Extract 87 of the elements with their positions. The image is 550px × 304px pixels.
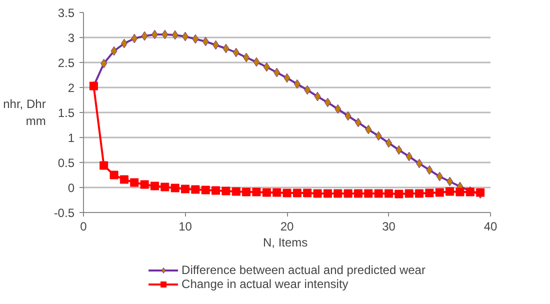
point [212,186,220,195]
point [334,189,342,198]
point [191,185,200,194]
point [415,189,424,198]
point [396,145,402,155]
legend-label: Change in actual wear intensity [182,277,348,291]
point [192,34,199,44]
x-tick-label: 40 [484,220,498,234]
point [110,170,118,180]
point [406,152,412,162]
point [170,184,180,192]
point [222,44,230,54]
point [435,188,444,197]
point [100,58,108,68]
point [181,184,190,194]
point [151,30,158,40]
x-axis-title: N, Items [262,236,308,250]
point [232,48,240,58]
legend-label: Difference between actual and predicted wear [182,263,426,277]
y-tick-label: 3 [68,31,75,45]
point [292,188,302,198]
point [446,176,454,186]
point [160,182,170,192]
point [303,188,312,198]
y-tick-label: 0.5 [58,156,75,170]
point [242,188,251,196]
point [162,30,168,40]
point [120,38,128,48]
point [344,111,352,121]
point [375,131,382,141]
y-tick-label: -0.5 [54,206,75,220]
point [110,46,118,56]
y-tick-label: 2 [68,81,75,95]
point [334,104,342,114]
point [232,187,240,196]
y-axis-title: nhr, Dhr mm [3,97,46,128]
y-tick-label: 3.5 [58,6,75,20]
point [172,30,178,40]
point [202,36,209,46]
y-tick-label: 1 [68,131,75,145]
point [141,31,148,41]
point [262,188,271,197]
point [282,188,292,198]
x-tick-label: 10 [178,220,192,234]
point [252,188,261,196]
point [384,189,393,198]
x-tick-label: 20 [280,220,294,234]
point [446,187,454,196]
point [313,189,322,198]
y-tick-label: 2.5 [58,56,75,70]
point [416,158,423,168]
point [284,73,290,83]
point [272,188,282,197]
point [394,190,404,198]
point [374,189,383,198]
point [323,189,332,198]
point [456,188,464,196]
x-tick-label: 0 [80,220,88,234]
point [120,175,128,184]
point [436,172,443,182]
point [354,118,362,128]
point [426,165,433,175]
point [314,92,321,102]
point [344,189,352,198]
y-tick-label: 1.5 [58,106,75,120]
point [304,85,311,95]
point [212,40,220,50]
point [263,62,270,72]
y-tick-label: 0 [68,181,75,195]
point [324,98,331,108]
point [404,189,414,198]
point [274,68,280,78]
point [425,188,434,198]
point [140,180,149,189]
point [201,186,210,194]
point [294,79,300,89]
point [131,34,138,44]
point [243,52,250,62]
point [354,189,362,198]
x-tick-label: 30 [382,220,396,234]
point [130,178,139,187]
point [222,186,230,196]
point [364,189,373,198]
point [100,161,108,170]
point [253,57,260,67]
point [365,124,372,134]
point [150,182,159,190]
